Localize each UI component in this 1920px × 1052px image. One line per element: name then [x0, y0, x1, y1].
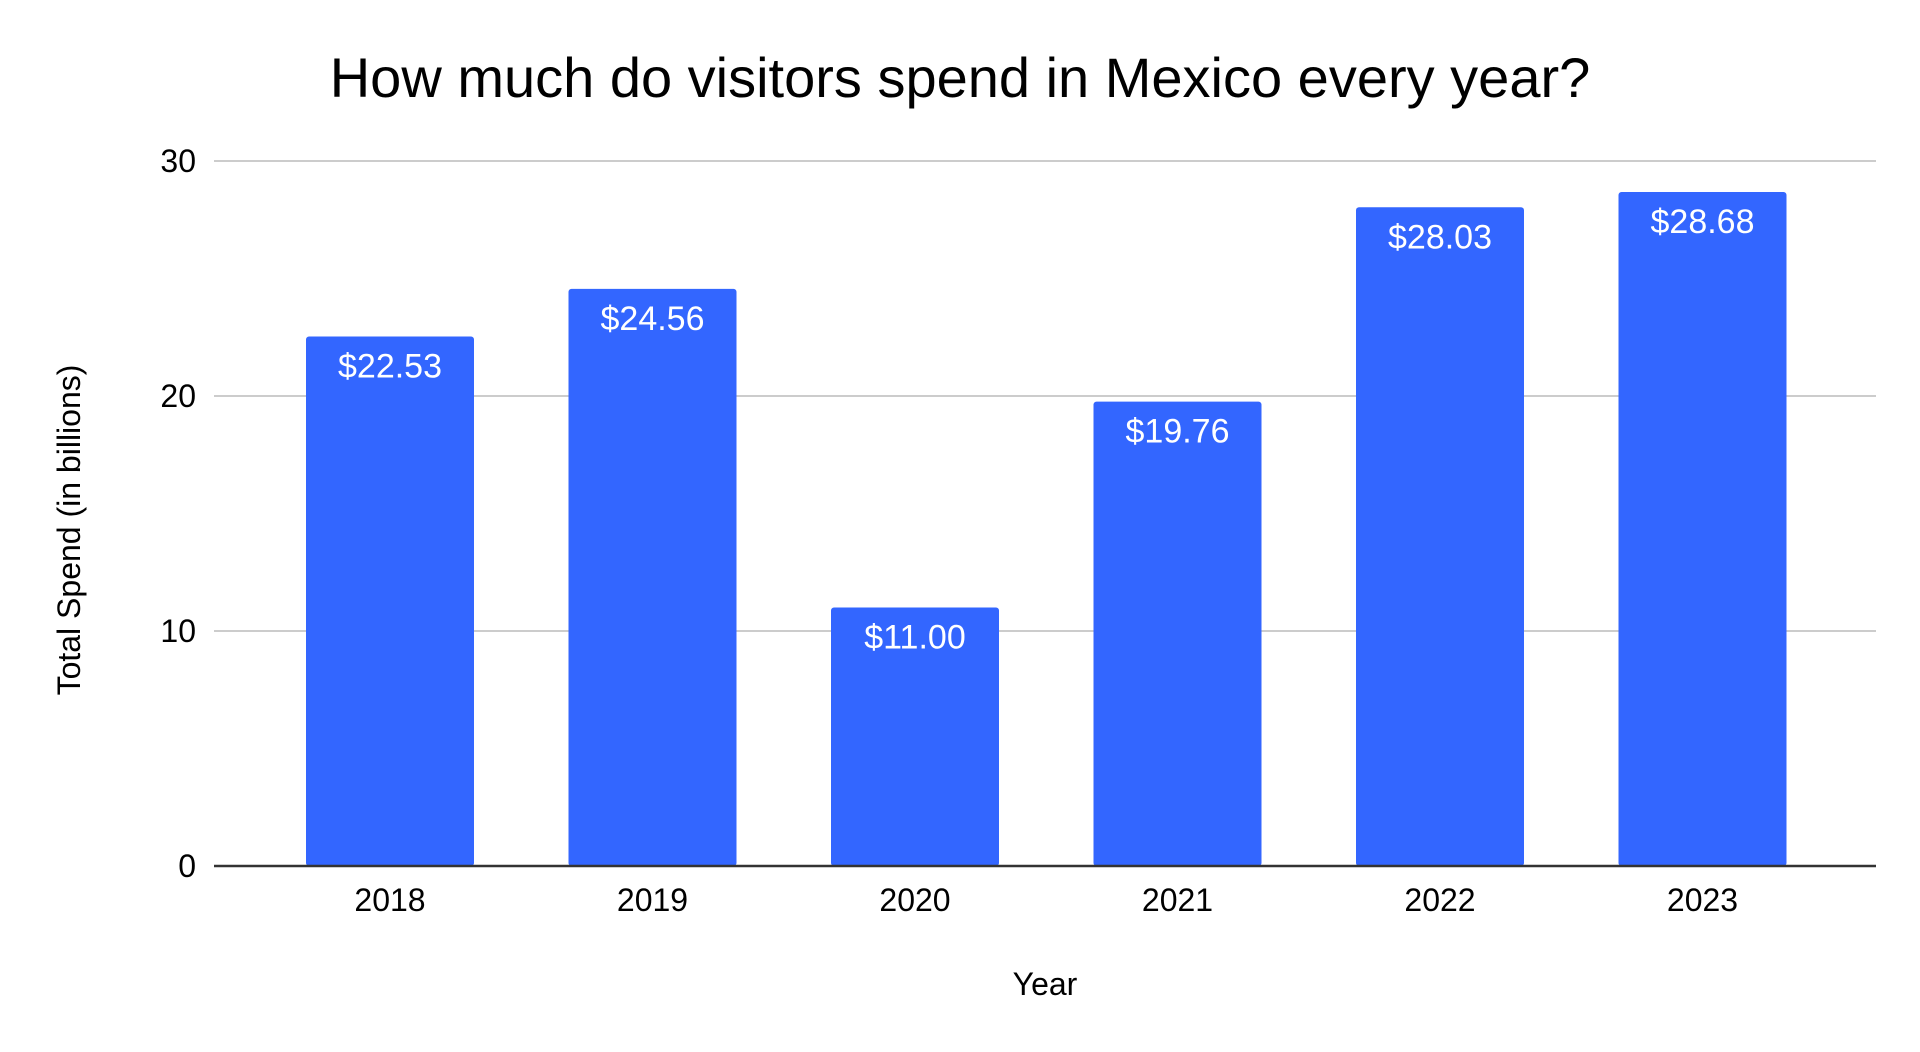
bar-data-label: $11.00: [864, 619, 965, 657]
x-tick-label: 2020: [879, 882, 950, 918]
y-tick-label: 30: [160, 143, 196, 179]
y-axis-label: Total Spend (in billions): [51, 365, 87, 696]
bar-data-label: $28.03: [1388, 218, 1492, 256]
y-tick-label: 10: [160, 613, 196, 649]
x-tick-label: 2021: [1142, 882, 1213, 918]
gridlines: [214, 160, 1876, 632]
chart-title: How much do visitors spend in Mexico eve…: [330, 46, 1591, 109]
x-tick-label: 2019: [617, 882, 688, 918]
x-axis-ticks: 2018 2019 2020 2021 2022 2023: [354, 882, 1738, 918]
bar: [1356, 207, 1524, 867]
bar: [306, 336, 474, 866]
y-tick-label: 20: [160, 378, 196, 414]
y-tick-label: 0: [178, 848, 196, 884]
bar-data-label: $22.53: [338, 348, 442, 386]
bars: $22.53 $24.56 $11.00 $19.76 $28.03 $28.68: [306, 192, 1787, 867]
bar: [568, 288, 737, 867]
bar: [831, 607, 999, 866]
x-tick-label: 2022: [1404, 882, 1475, 918]
bar: [1618, 192, 1787, 866]
x-tick-label: 2023: [1667, 882, 1738, 918]
x-tick-label: 2018: [354, 882, 425, 918]
bar-data-label: $28.68: [1651, 203, 1755, 241]
y-axis-ticks: 0 10 20 30: [160, 143, 196, 884]
bar-data-label: $19.76: [1126, 413, 1230, 451]
bar-data-label: $24.56: [601, 300, 705, 338]
bar: [1093, 401, 1262, 866]
x-axis-label: Year: [1013, 966, 1078, 1002]
